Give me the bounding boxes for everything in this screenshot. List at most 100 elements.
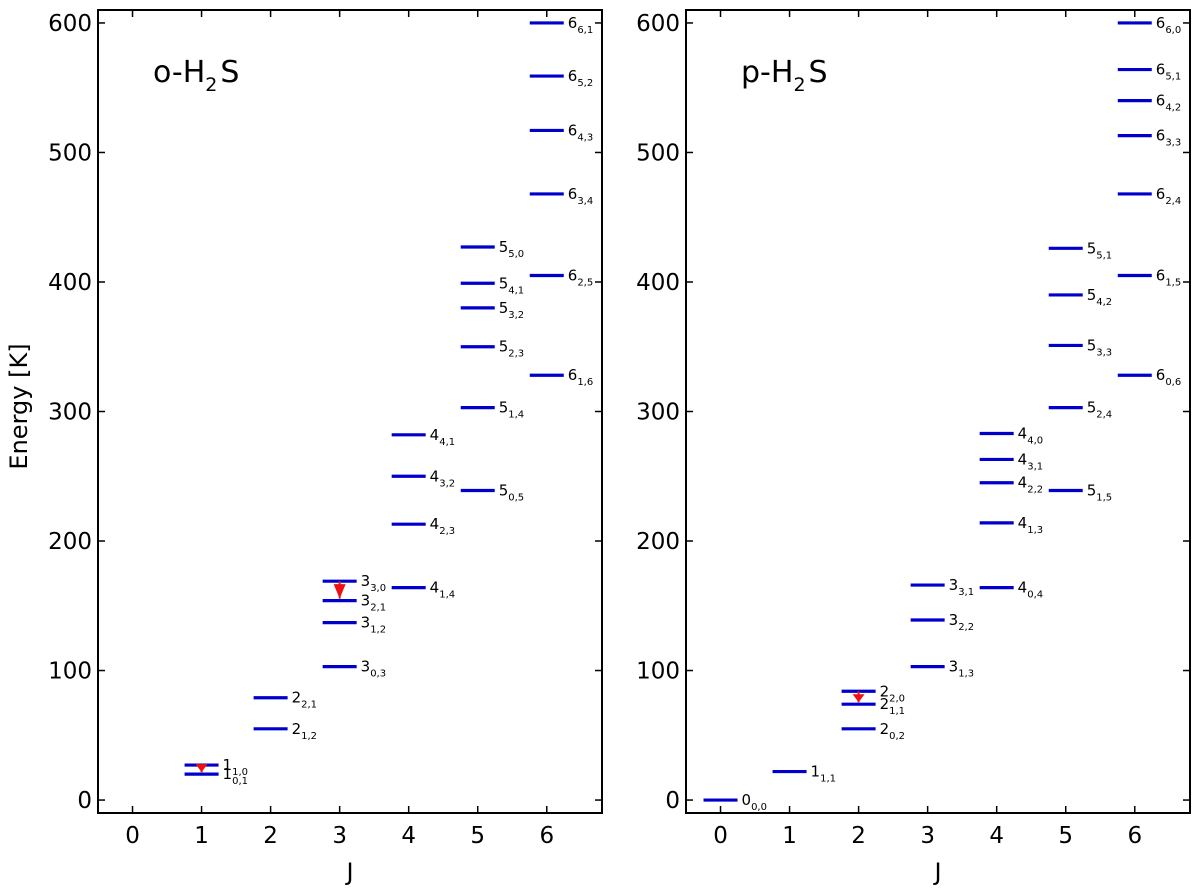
level-label-main: 5	[499, 482, 509, 500]
x-tick-label: 3	[920, 823, 935, 849]
energy-level-label: 64,3	[568, 121, 593, 143]
level-label-main: 5	[499, 274, 509, 292]
level-label-main: 3	[361, 614, 371, 632]
x-tick-label: 4	[989, 823, 1004, 849]
energy-level-label: 11,1	[811, 763, 836, 785]
energy-level-label: 52,3	[499, 338, 524, 360]
level-label-sub: 4,0	[1027, 436, 1043, 447]
y-tick-label: 600	[636, 11, 680, 37]
energy-level-label: 33,0	[361, 572, 386, 594]
panel-title: p-H2 S	[741, 55, 828, 96]
energy-level-label: 44,0	[1018, 425, 1043, 447]
level-label-sub: 5,1	[1165, 72, 1181, 83]
level-label-sub: 1,2	[370, 625, 386, 636]
level-label-sub: 5,1	[1096, 250, 1112, 261]
plot-frame	[685, 9, 1191, 814]
level-label-sub: 5,2	[577, 78, 593, 89]
level-label-main: 2	[880, 720, 890, 738]
level-label-sub: 2,1	[370, 603, 386, 614]
level-label-main: 5	[1087, 286, 1097, 304]
energy-level-label: 53,3	[1087, 336, 1112, 358]
level-label-main: 1	[223, 765, 233, 783]
level-label-sub: 3,3	[1096, 347, 1112, 358]
level-label-main: 4	[1018, 579, 1028, 597]
level-label-sub: 6,1	[577, 25, 593, 36]
level-label-main: 6	[1156, 61, 1166, 79]
x-axis-title: J	[932, 858, 941, 886]
level-label-main: 6	[1156, 127, 1166, 145]
level-label-sub: 2,4	[1096, 410, 1112, 421]
level-label-sub: 0,3	[370, 669, 386, 680]
level-label-main: 3	[949, 576, 959, 594]
energy-level-label: 66,1	[568, 14, 593, 36]
y-tick-label: 500	[48, 140, 92, 166]
level-label-main: 6	[568, 366, 578, 384]
energy-level-label: 65,2	[568, 67, 593, 89]
level-label-sub: 1,5	[1096, 493, 1112, 504]
y-tick-label: 100	[48, 659, 92, 685]
y-tick-label: 200	[636, 529, 680, 555]
energy-level-label: 53,2	[499, 299, 524, 321]
energy-level-label: 64,2	[1156, 92, 1181, 114]
level-label-main: 1	[223, 756, 233, 774]
energy-level-label: 52,4	[1087, 399, 1112, 421]
level-label-sub: 0,4	[1027, 590, 1043, 601]
level-label-sub: 0,0	[751, 802, 767, 813]
energy-level-label: 61,6	[568, 366, 593, 388]
energy-level-label: 55,1	[1087, 239, 1112, 261]
y-axis-title: Energy [K]	[5, 343, 33, 469]
level-label-sub: 2,0	[889, 693, 905, 704]
level-label-sub: 2,1	[301, 700, 317, 711]
energy-level-label: 43,1	[1018, 450, 1043, 472]
level-label-sub: 2,3	[508, 349, 524, 360]
transition-arrowhead	[333, 584, 346, 599]
level-label-sub: 3,2	[508, 310, 524, 321]
plot-frame	[97, 9, 603, 814]
level-label-main: 6	[1156, 267, 1166, 285]
x-tick-label: 5	[1058, 823, 1073, 849]
energy-level-label: 20,2	[880, 720, 905, 742]
transition-arrowhead	[195, 764, 208, 773]
y-tick-label: 300	[48, 400, 92, 426]
x-tick-label: 0	[713, 823, 728, 849]
x-tick-label: 6	[1127, 823, 1142, 849]
energy-level-label: 50,5	[499, 482, 524, 504]
level-label-main: 5	[1087, 336, 1097, 354]
level-label-sub: 3,2	[439, 478, 455, 489]
level-label-main: 2	[292, 720, 302, 738]
level-label-sub: 1,3	[1027, 525, 1043, 536]
level-label-sub: 1,4	[439, 590, 455, 601]
energy-level-label: 40,4	[1018, 579, 1043, 601]
level-label-main: 3	[949, 611, 959, 629]
energy-level-label: 22,1	[292, 689, 317, 711]
level-label-sub: 1,4	[508, 410, 524, 421]
y-tick-label: 600	[48, 11, 92, 37]
energy-level-label: 31,3	[949, 658, 974, 680]
energy-level-label: 63,3	[1156, 127, 1181, 149]
level-label-sub: 4,3	[577, 132, 593, 143]
level-label-main: 6	[568, 185, 578, 203]
energy-level-label: 43,2	[430, 467, 455, 489]
energy-level-label: 11,0	[223, 756, 248, 778]
level-label-main: 3	[361, 658, 371, 676]
energy-level-label: 31,2	[361, 614, 386, 636]
level-label-main: 1	[811, 763, 821, 781]
panel-title-main: o-H	[153, 55, 205, 90]
panel-title-sub: 2	[205, 74, 217, 96]
level-label-main: 5	[499, 299, 509, 317]
level-label-main: 0	[742, 791, 752, 809]
x-tick-label: 2	[851, 823, 866, 849]
panel-title-end: S	[809, 55, 828, 90]
level-label-main: 5	[1087, 482, 1097, 500]
level-label-main: 6	[568, 67, 578, 85]
level-label-main: 5	[499, 338, 509, 356]
y-tick-label: 400	[636, 270, 680, 296]
energy-level-label: 42,3	[430, 515, 455, 537]
level-label-main: 5	[499, 238, 509, 256]
level-label-sub: 2,3	[439, 526, 455, 537]
energy-level-label: 55,0	[499, 238, 524, 260]
level-label-main: 6	[1156, 366, 1166, 384]
level-label-sub: 4,1	[508, 285, 524, 296]
level-label-main: 6	[568, 121, 578, 139]
level-label-main: 4	[430, 579, 440, 597]
